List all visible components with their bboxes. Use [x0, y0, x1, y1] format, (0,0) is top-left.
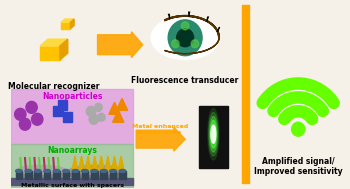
Text: Nanoarrays: Nanoarrays [47, 146, 97, 155]
Text: Molecular recognizer: Molecular recognizer [7, 82, 99, 91]
Bar [11, 89, 133, 144]
Bar [63, 112, 72, 122]
Ellipse shape [53, 170, 60, 172]
Circle shape [89, 114, 98, 124]
Ellipse shape [210, 116, 217, 152]
Circle shape [86, 106, 96, 116]
Ellipse shape [211, 125, 216, 143]
Bar [100, 171, 107, 179]
Circle shape [181, 22, 189, 30]
Circle shape [95, 103, 102, 111]
Polygon shape [98, 156, 104, 170]
Ellipse shape [208, 108, 219, 160]
Ellipse shape [82, 170, 88, 172]
Bar [91, 171, 98, 179]
Bar [16, 171, 22, 179]
Bar [53, 106, 63, 116]
Bar [44, 171, 50, 179]
Polygon shape [113, 110, 124, 122]
Circle shape [26, 101, 37, 113]
Ellipse shape [34, 170, 41, 172]
Ellipse shape [91, 170, 98, 172]
Polygon shape [70, 19, 74, 29]
Ellipse shape [209, 112, 218, 156]
Text: Metallic surface with spacers: Metallic surface with spacers [21, 183, 124, 188]
Ellipse shape [16, 166, 65, 174]
Bar [63, 171, 69, 179]
Polygon shape [79, 156, 84, 170]
Polygon shape [116, 98, 128, 110]
FancyArrow shape [136, 127, 185, 151]
Bar [82, 171, 88, 179]
Polygon shape [105, 156, 111, 170]
Ellipse shape [119, 170, 126, 172]
Bar [119, 171, 126, 179]
Ellipse shape [70, 170, 121, 180]
Bar [241, 5, 249, 183]
Ellipse shape [16, 170, 22, 172]
Bar [110, 171, 116, 179]
Ellipse shape [70, 166, 121, 174]
Bar [53, 171, 60, 179]
Circle shape [98, 113, 105, 121]
Ellipse shape [44, 170, 50, 172]
Ellipse shape [110, 170, 116, 172]
FancyArrow shape [98, 32, 143, 58]
Polygon shape [61, 19, 74, 22]
Polygon shape [40, 39, 68, 46]
Ellipse shape [211, 125, 215, 143]
Polygon shape [112, 156, 117, 170]
Bar [11, 178, 133, 185]
Bar [25, 171, 32, 179]
Circle shape [191, 40, 199, 48]
Polygon shape [85, 156, 91, 170]
Ellipse shape [16, 170, 65, 180]
Circle shape [19, 118, 31, 130]
Bar [11, 144, 133, 188]
Circle shape [15, 108, 26, 120]
Bar [58, 100, 68, 110]
Circle shape [177, 29, 194, 47]
Polygon shape [109, 102, 120, 114]
Ellipse shape [211, 120, 216, 148]
Polygon shape [92, 156, 98, 170]
Text: Metal enhanced
fluorescence: Metal enhanced fluorescence [132, 124, 188, 135]
Ellipse shape [25, 170, 32, 172]
Bar [199, 106, 228, 168]
Bar [72, 171, 79, 179]
Polygon shape [72, 156, 78, 170]
Bar [34, 171, 41, 179]
Ellipse shape [100, 170, 107, 172]
Polygon shape [40, 46, 60, 60]
Polygon shape [60, 39, 68, 60]
Circle shape [168, 20, 202, 56]
Ellipse shape [63, 170, 69, 172]
Polygon shape [61, 22, 70, 29]
Text: Nanoparticles: Nanoparticles [42, 92, 102, 101]
Ellipse shape [72, 170, 79, 172]
Text: Fluorescence transducer: Fluorescence transducer [132, 76, 239, 84]
Polygon shape [118, 156, 124, 170]
Circle shape [172, 40, 179, 48]
Ellipse shape [151, 16, 219, 60]
Circle shape [32, 113, 43, 125]
Text: Amplified signal/
Improved sensitivity: Amplified signal/ Improved sensitivity [254, 157, 343, 177]
Circle shape [292, 122, 305, 136]
